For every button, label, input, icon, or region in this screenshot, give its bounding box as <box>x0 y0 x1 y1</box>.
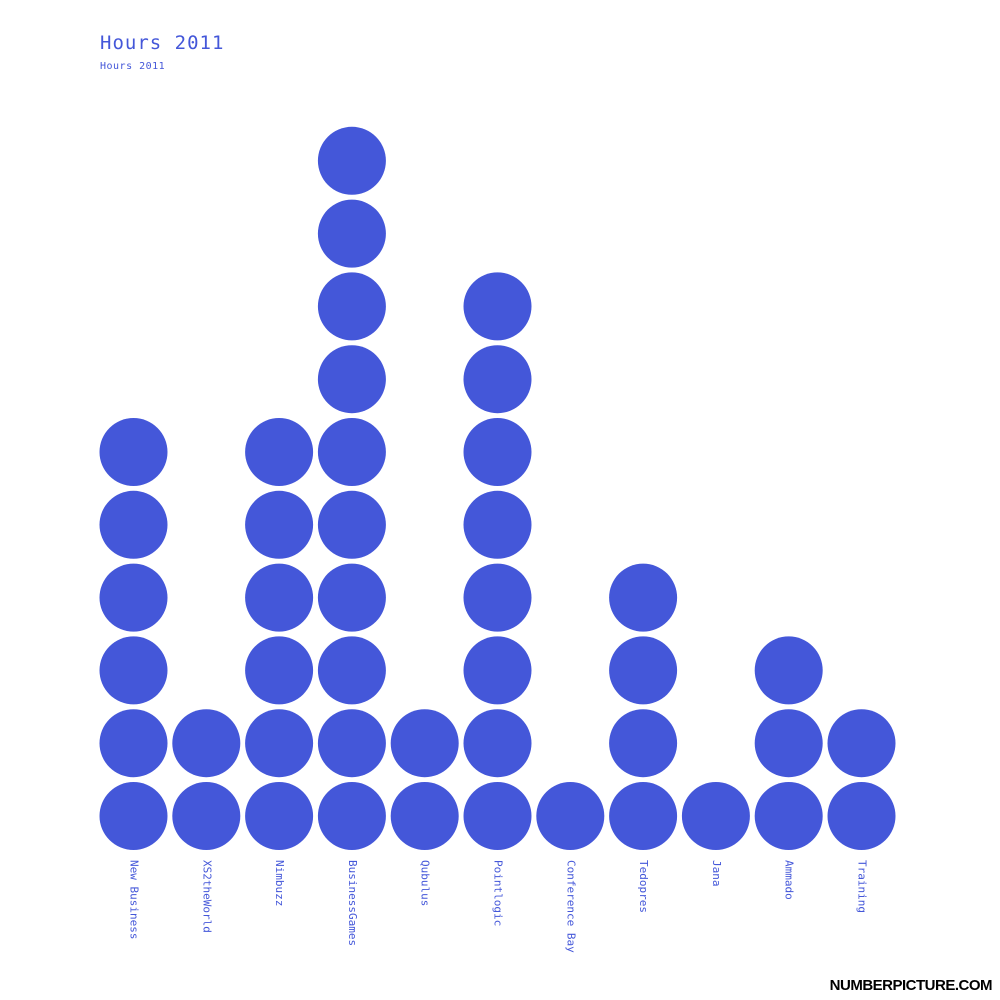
data-dot <box>172 709 241 778</box>
data-dot <box>463 418 532 486</box>
data-dot <box>536 782 605 850</box>
data-dot <box>390 782 459 850</box>
category-label: Ammado <box>783 860 796 900</box>
data-dot <box>317 636 386 705</box>
data-dot <box>317 272 386 341</box>
data-dot <box>463 490 532 559</box>
data-dot <box>609 709 678 778</box>
data-dot <box>245 418 314 486</box>
category-label: BusinessGames <box>346 860 359 946</box>
category-label: XS2theWorld <box>200 860 213 933</box>
dot-column <box>317 126 386 850</box>
category-label: Training <box>856 860 869 913</box>
data-dot <box>99 418 168 486</box>
dot-column <box>390 709 459 850</box>
data-dot <box>463 709 532 778</box>
data-dot <box>245 636 314 705</box>
data-dot <box>463 345 532 414</box>
data-dot <box>681 782 750 850</box>
dot-column <box>245 418 314 850</box>
data-dot <box>317 126 386 195</box>
dot-column <box>681 782 750 850</box>
data-dot <box>754 636 823 705</box>
category-label: Pointlogic <box>492 860 505 926</box>
category-label: Tedopres <box>637 860 650 913</box>
data-dot <box>827 709 896 778</box>
data-dot <box>317 490 386 559</box>
data-dot <box>172 782 241 850</box>
chart-title: Hours 2011 <box>100 32 225 54</box>
data-dot <box>609 782 678 850</box>
data-dot <box>390 709 459 778</box>
data-dot <box>317 345 386 414</box>
data-dot <box>317 199 386 268</box>
chart-subtitle: Hours 2011 <box>100 61 166 72</box>
data-dot <box>609 636 678 705</box>
brand-watermark[interactable]: NUMBERPICTURE.COM <box>829 977 993 994</box>
data-dot <box>463 782 532 850</box>
category-label: Jana <box>710 860 723 887</box>
data-dot <box>245 709 314 778</box>
data-dot <box>245 782 314 850</box>
data-dot <box>463 636 532 705</box>
data-dot <box>99 709 168 778</box>
data-dot <box>99 490 168 559</box>
data-dot <box>754 709 823 778</box>
category-label: Nimbuzz <box>273 860 286 906</box>
dot-column <box>536 782 605 850</box>
data-dot <box>317 709 386 778</box>
data-dot <box>463 272 532 341</box>
data-dot <box>463 563 532 632</box>
category-label: Conference Bay <box>564 860 577 953</box>
category-label: Qubulus <box>419 860 432 906</box>
data-dot <box>99 636 168 705</box>
dot-column <box>99 418 168 850</box>
dot-column <box>172 709 241 850</box>
dot-column <box>754 636 823 850</box>
data-dot <box>99 563 168 632</box>
data-dot <box>245 490 314 559</box>
dot-column <box>827 709 896 850</box>
dot-column <box>463 272 532 850</box>
data-dot <box>317 418 386 486</box>
data-dot <box>317 782 386 850</box>
data-dot <box>99 782 168 850</box>
data-dot <box>245 563 314 632</box>
category-label: New Business <box>128 860 141 939</box>
data-dot <box>317 563 386 632</box>
data-dot <box>827 782 896 850</box>
data-dot <box>754 782 823 850</box>
dot-column <box>609 563 678 850</box>
data-dot <box>609 563 678 632</box>
